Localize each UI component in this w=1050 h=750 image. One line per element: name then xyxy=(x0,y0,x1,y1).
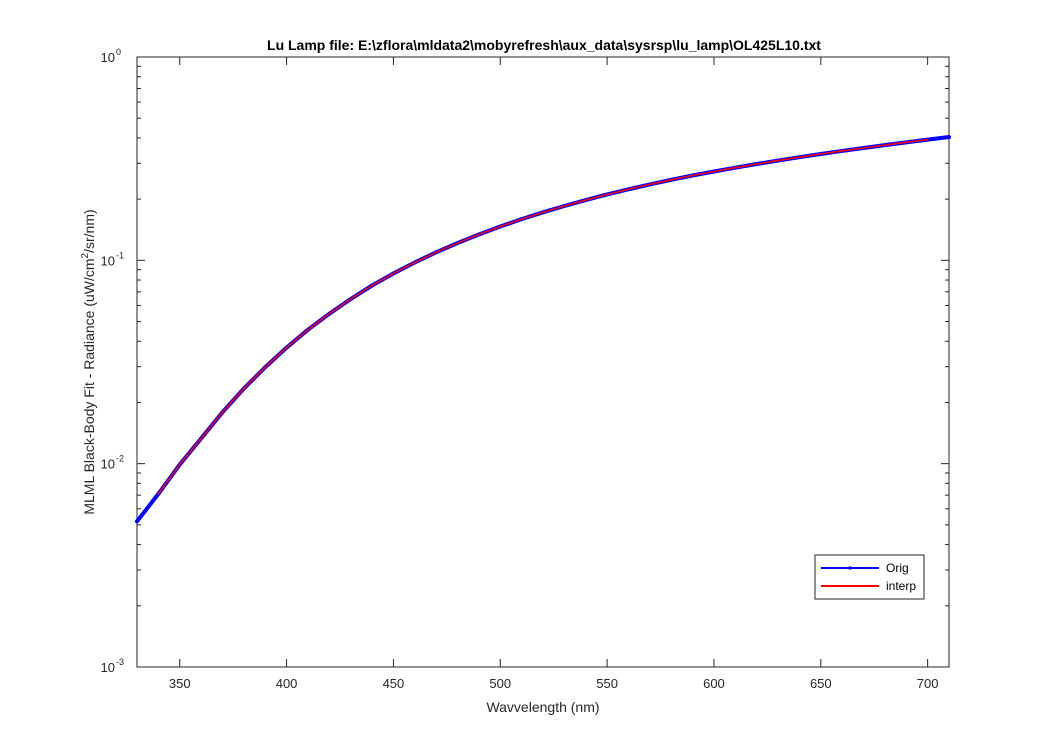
x-tick-labels: 350 400 450 500 550 600 650 700 xyxy=(169,676,939,691)
x-tick-label: 450 xyxy=(383,676,405,691)
series-group xyxy=(135,135,951,524)
x-tick-label: 550 xyxy=(596,676,618,691)
legend-marker-orig xyxy=(848,566,852,570)
chart-title: Lu Lamp file: E:\zflora\mldata2\mobyrefr… xyxy=(267,37,821,53)
y-axis-label-suffix: /sr/nm) xyxy=(81,209,97,253)
y-tick-label: 10 xyxy=(101,660,115,675)
y-tick-label: 10 xyxy=(101,457,115,472)
y-axis-label-prefix: MLML Black-Body Fit - Radiance (uW/cm xyxy=(81,258,97,514)
x-axis-label: Wavvelength (nm) xyxy=(486,699,599,715)
y-tick-label-exponent: 0 xyxy=(116,47,121,57)
x-tick-label: 650 xyxy=(810,676,832,691)
y-tick-label-exponent: -1 xyxy=(116,250,124,260)
x-tick-label: 500 xyxy=(489,676,511,691)
series-line-interp xyxy=(157,138,929,495)
x-tick-label: 400 xyxy=(276,676,298,691)
x-tick-label: 700 xyxy=(917,676,939,691)
y-tick-label: 10 xyxy=(101,50,115,65)
y-axis-label: MLML Black-Body Fit - Radiance (uW/cm2/s… xyxy=(80,209,97,514)
legend-box xyxy=(814,554,925,600)
x-tick-label: 350 xyxy=(169,676,191,691)
y-axis-label-superscript: 2 xyxy=(80,252,91,258)
legend-label-orig: Orig xyxy=(886,561,909,575)
legend: Orig interp xyxy=(814,554,925,600)
y-tick-label: 10 xyxy=(101,253,115,268)
y-tick-label-exponent: -2 xyxy=(116,454,124,464)
axis-ticks xyxy=(137,56,949,668)
y-tick-label-exponent: -3 xyxy=(116,657,124,667)
x-tick-label: 600 xyxy=(703,676,725,691)
legend-label-interp: interp xyxy=(886,579,916,593)
